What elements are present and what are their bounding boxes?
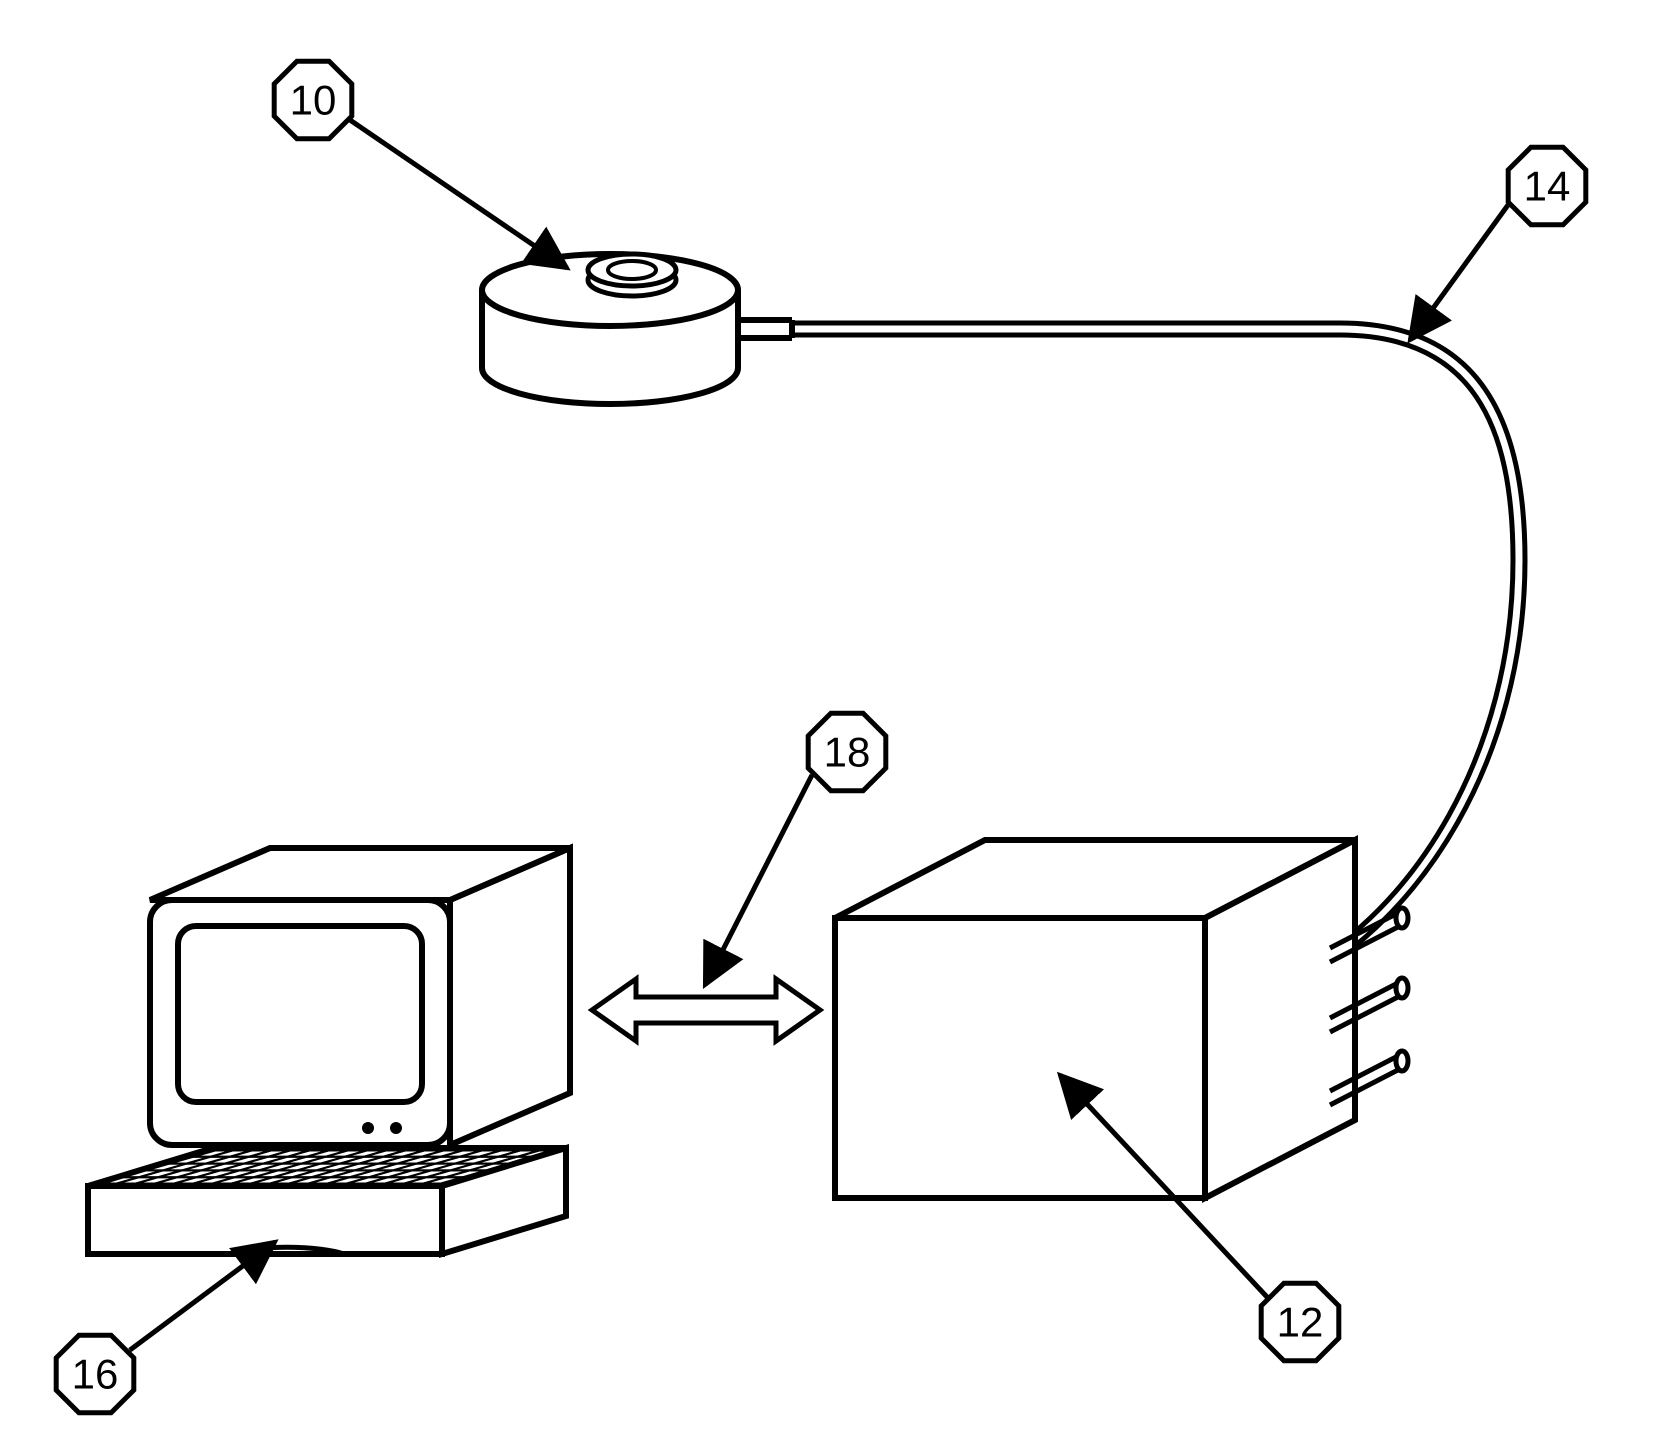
sensor-puck <box>482 254 792 404</box>
callout-label: 10 <box>290 77 337 124</box>
callout-10: 10 <box>274 61 567 268</box>
callout-label: 14 <box>1524 163 1571 210</box>
desktop-computer <box>88 848 570 1254</box>
callout-label: 18 <box>824 729 871 776</box>
bidir-link-arrow <box>592 979 820 1041</box>
callout-label: 16 <box>72 1351 119 1398</box>
schematic-diagram: 10 14 18 12 16 <box>0 0 1675 1431</box>
callout-label: 12 <box>1277 1299 1324 1346</box>
callout-16: 16 <box>56 1242 275 1413</box>
callout-14: 14 <box>1410 147 1586 340</box>
